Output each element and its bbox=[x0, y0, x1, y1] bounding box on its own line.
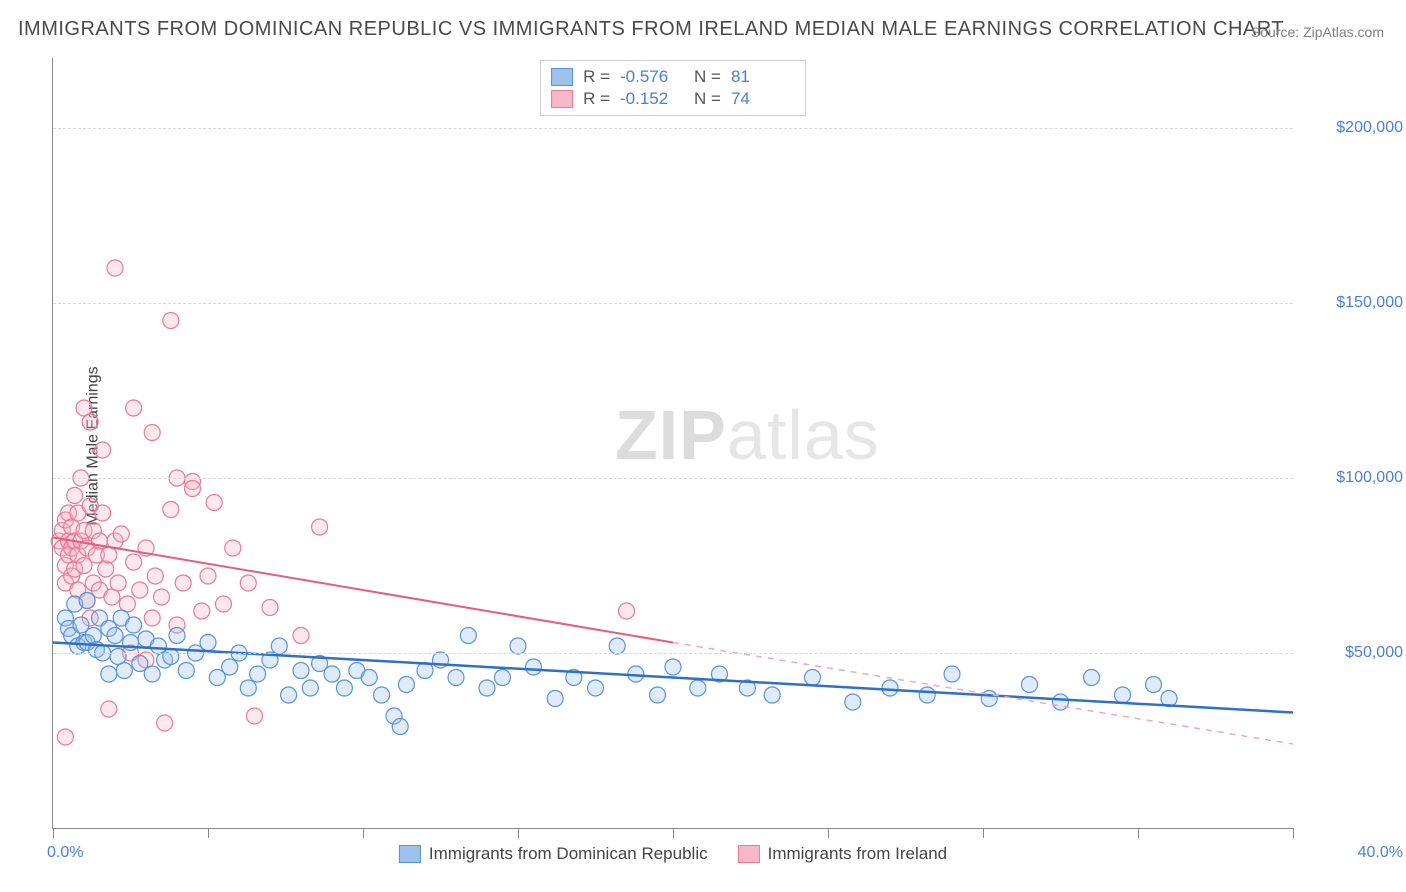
swatch-series-2 bbox=[738, 845, 760, 863]
gridline bbox=[53, 128, 1293, 129]
legend-stats: R = -0.576 N = 81 R = -0.152 N = 74 bbox=[540, 60, 806, 116]
x-tick bbox=[53, 828, 54, 838]
R-value-1: -0.576 bbox=[620, 67, 684, 87]
y-tick-label: $150,000 bbox=[1336, 294, 1403, 312]
y-tick-label: $50,000 bbox=[1345, 644, 1403, 662]
R-label: R = bbox=[583, 89, 610, 109]
x-min-label: 0.0% bbox=[47, 844, 83, 862]
legend-item-1: Immigrants from Dominican Republic bbox=[399, 844, 708, 864]
x-tick bbox=[518, 828, 519, 838]
x-tick bbox=[1293, 828, 1294, 838]
swatch-series-1 bbox=[551, 68, 573, 86]
x-tick bbox=[673, 828, 674, 838]
chart-title: IMMIGRANTS FROM DOMINICAN REPUBLIC VS IM… bbox=[18, 18, 1284, 41]
N-label: N = bbox=[694, 67, 721, 87]
source-label: Source: ZipAtlas.com bbox=[1251, 24, 1384, 40]
gridline bbox=[53, 478, 1293, 479]
swatch-series-1 bbox=[399, 845, 421, 863]
N-label: N = bbox=[694, 89, 721, 109]
legend-stats-row: R = -0.152 N = 74 bbox=[551, 89, 795, 109]
swatch-series-2 bbox=[551, 90, 573, 108]
y-tick-label: $100,000 bbox=[1336, 469, 1403, 487]
R-label: R = bbox=[583, 67, 610, 87]
x-tick bbox=[1138, 828, 1139, 838]
plot-area: ZIPatlas R = -0.576 N = 81 R = -0.152 N … bbox=[52, 58, 1293, 829]
x-tick bbox=[983, 828, 984, 838]
N-value-1: 81 bbox=[731, 67, 795, 87]
legend-item-2: Immigrants from Ireland bbox=[738, 844, 948, 864]
chart-svg bbox=[53, 58, 1293, 828]
x-tick bbox=[828, 828, 829, 838]
R-value-2: -0.152 bbox=[620, 89, 684, 109]
N-value-2: 74 bbox=[731, 89, 795, 109]
series-2-name: Immigrants from Ireland bbox=[768, 844, 948, 864]
legend-stats-row: R = -0.576 N = 81 bbox=[551, 67, 795, 87]
x-tick bbox=[363, 828, 364, 838]
gridline bbox=[53, 653, 1293, 654]
x-tick bbox=[208, 828, 209, 838]
series-1-name: Immigrants from Dominican Republic bbox=[429, 844, 708, 864]
y-tick-label: $200,000 bbox=[1336, 119, 1403, 137]
legend-series: Immigrants from Dominican Republic Immig… bbox=[399, 844, 947, 864]
x-max-label: 40.0% bbox=[1358, 844, 1403, 862]
gridline bbox=[53, 303, 1293, 304]
